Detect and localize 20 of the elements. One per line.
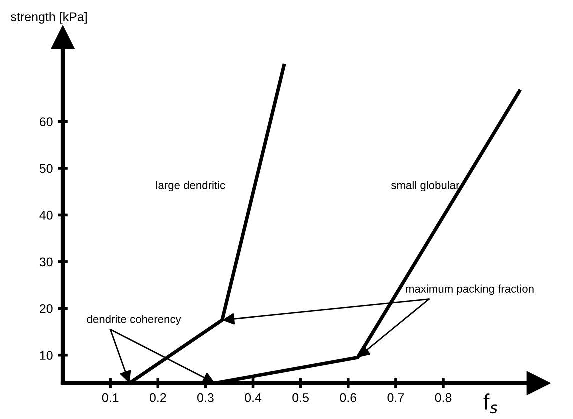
x-tick-label: 0.2 xyxy=(150,393,166,402)
y-tick-label: 60 xyxy=(40,118,53,126)
x-tick-label: 0.7 xyxy=(388,393,404,402)
y-tick-label: 10 xyxy=(40,351,53,360)
x-tick-label: 0.4 xyxy=(245,393,262,402)
series-label: small globular xyxy=(391,181,460,192)
x-axis-title: f$_{s}$ xyxy=(484,394,498,414)
annotation: maximum packing fraction xyxy=(406,284,534,296)
y-tick-label: 40 xyxy=(40,211,53,220)
y-tick-label: 30 xyxy=(40,258,53,267)
x-tick-label: 0.6 xyxy=(340,393,357,402)
annotation: dendrite coherency xyxy=(87,315,182,326)
x-tick-label: 0.8 xyxy=(435,393,452,402)
x-tick-label: 0.1 xyxy=(102,393,119,402)
y-tick-label: 50 xyxy=(40,164,53,174)
text: large dendritic xyxy=(156,181,226,192)
x-tick-label: 0.3 xyxy=(198,393,214,402)
y-tick-label: 20 xyxy=(40,304,53,314)
x-tick-label: 0.5 xyxy=(292,393,309,402)
y-axis-title: strength [kPa] xyxy=(11,12,87,24)
